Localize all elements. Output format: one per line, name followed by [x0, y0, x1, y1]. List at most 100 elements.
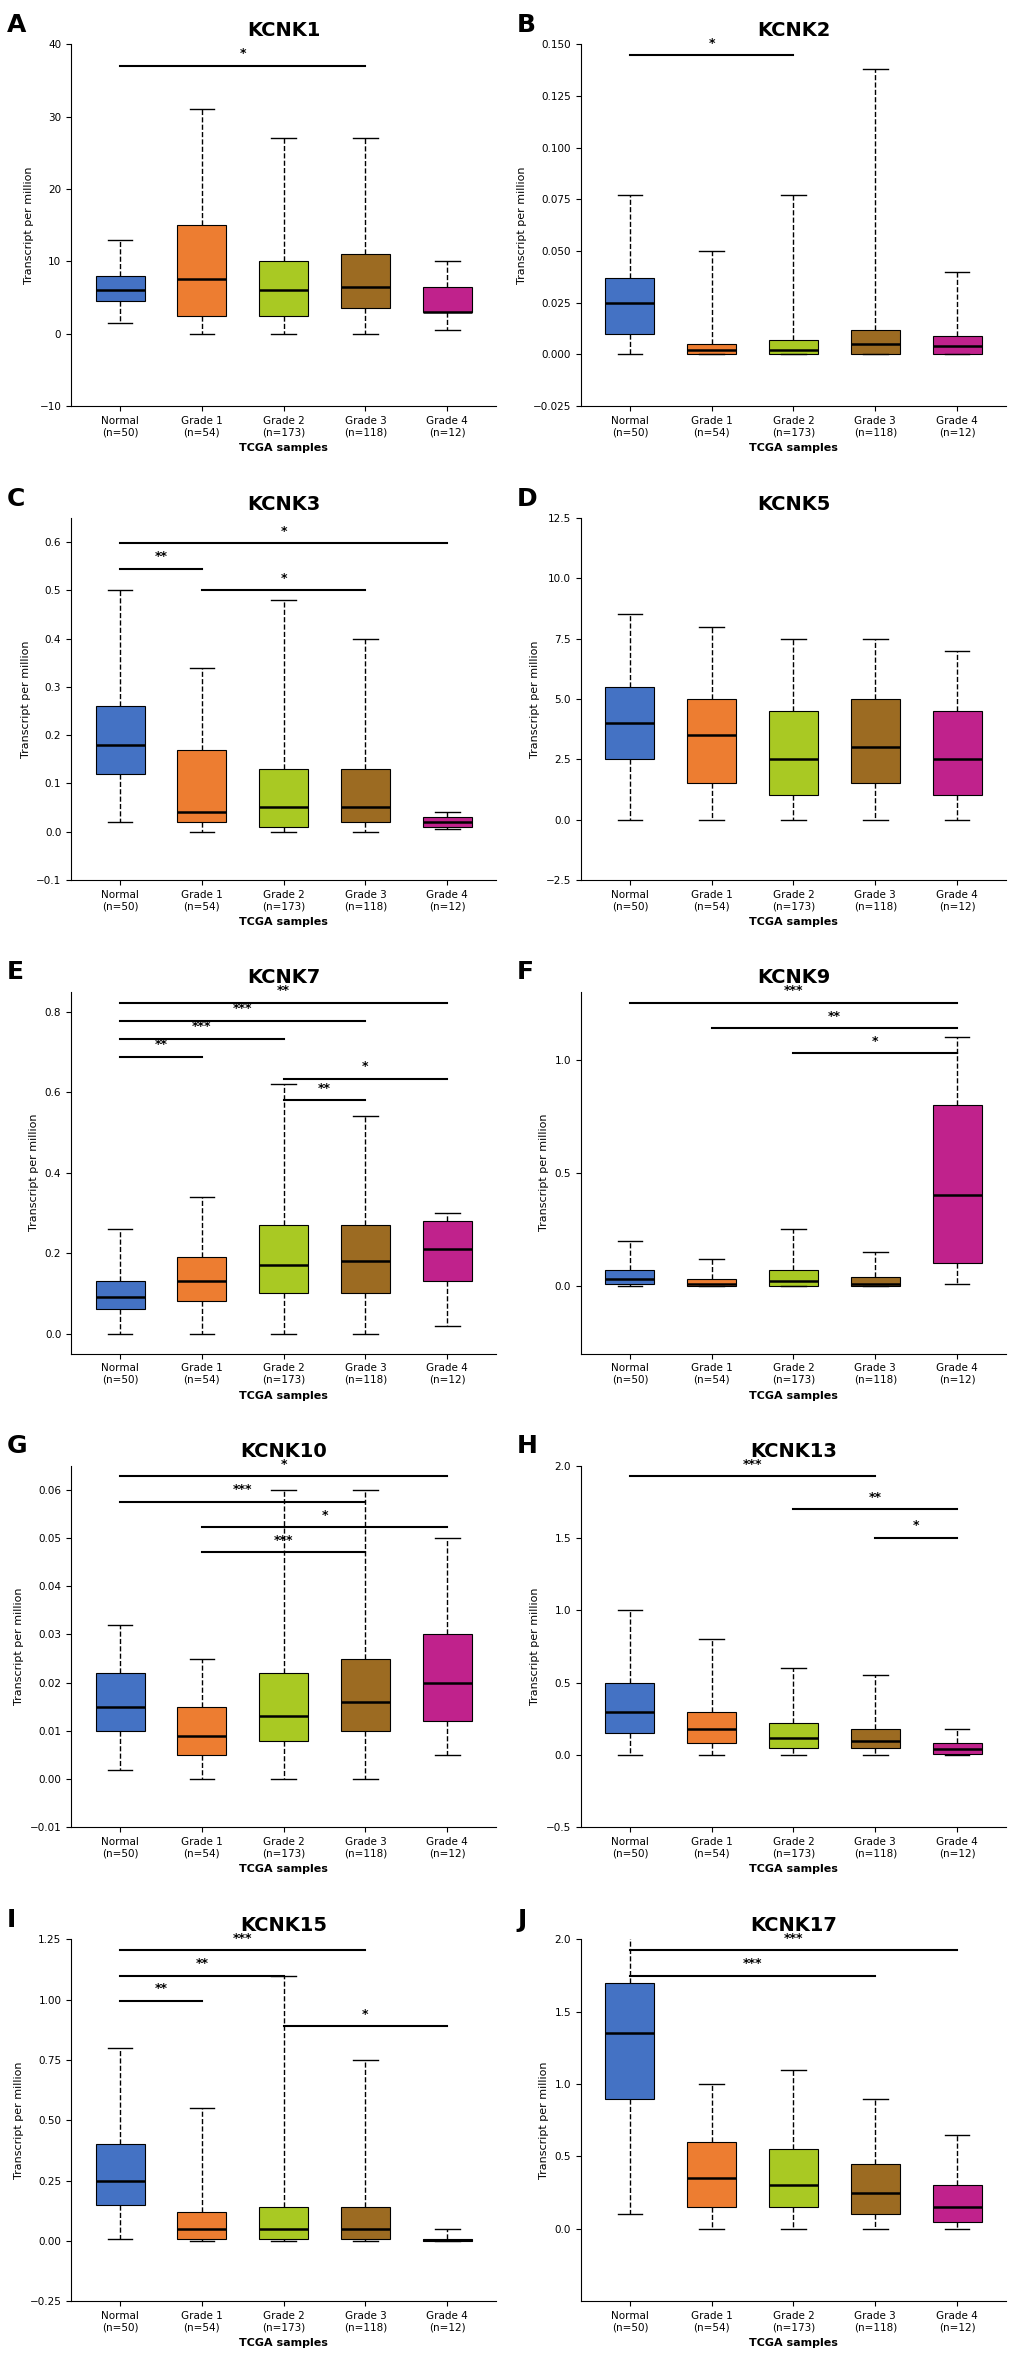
Text: ***: *** [742, 1457, 761, 1472]
Title: KCNK5: KCNK5 [756, 494, 829, 513]
PathPatch shape [422, 286, 472, 312]
Text: *: * [321, 1509, 327, 1521]
PathPatch shape [259, 1672, 308, 1741]
PathPatch shape [422, 817, 472, 827]
X-axis label: TCGA samples: TCGA samples [748, 916, 837, 926]
PathPatch shape [96, 706, 145, 775]
PathPatch shape [340, 2206, 389, 2239]
PathPatch shape [768, 711, 817, 796]
X-axis label: TCGA samples: TCGA samples [748, 444, 837, 454]
Title: KCNK9: KCNK9 [756, 968, 829, 987]
Text: *: * [362, 1061, 368, 1072]
Text: ***: *** [783, 985, 802, 997]
Text: **: ** [154, 1039, 167, 1051]
PathPatch shape [96, 276, 145, 300]
X-axis label: TCGA samples: TCGA samples [239, 444, 328, 454]
PathPatch shape [687, 699, 736, 784]
Y-axis label: Transcript per million: Transcript per million [538, 2062, 548, 2180]
PathPatch shape [177, 1708, 226, 1755]
Text: **: ** [277, 985, 289, 997]
Text: B: B [517, 12, 536, 38]
Text: E: E [7, 961, 24, 985]
PathPatch shape [259, 262, 308, 317]
PathPatch shape [931, 711, 980, 796]
PathPatch shape [340, 1226, 389, 1294]
Text: C: C [7, 487, 25, 510]
PathPatch shape [604, 279, 654, 333]
PathPatch shape [259, 770, 308, 827]
Text: *: * [280, 572, 286, 586]
PathPatch shape [177, 2211, 226, 2239]
Title: KCNK7: KCNK7 [247, 968, 320, 987]
Text: G: G [7, 1434, 28, 1457]
Title: KCNK2: KCNK2 [756, 21, 829, 40]
PathPatch shape [422, 2239, 472, 2242]
Title: KCNK1: KCNK1 [247, 21, 320, 40]
PathPatch shape [340, 1658, 389, 1731]
PathPatch shape [850, 2164, 899, 2213]
PathPatch shape [604, 1271, 654, 1283]
PathPatch shape [259, 1226, 308, 1294]
Text: ***: *** [232, 1932, 253, 1944]
PathPatch shape [850, 1729, 899, 1748]
PathPatch shape [687, 345, 736, 354]
Text: *: * [871, 1035, 877, 1049]
PathPatch shape [687, 1712, 736, 1743]
Text: **: ** [154, 1982, 167, 1996]
Text: H: H [517, 1434, 537, 1457]
X-axis label: TCGA samples: TCGA samples [239, 1864, 328, 1875]
Y-axis label: Transcript per million: Transcript per million [23, 165, 34, 283]
Y-axis label: Transcript per million: Transcript per million [30, 1115, 39, 1231]
PathPatch shape [687, 1278, 736, 1285]
PathPatch shape [850, 331, 899, 354]
Title: KCNK17: KCNK17 [749, 1916, 836, 1934]
PathPatch shape [340, 255, 389, 309]
PathPatch shape [604, 1682, 654, 1734]
Y-axis label: Transcript per million: Transcript per million [538, 1115, 548, 1231]
PathPatch shape [931, 335, 980, 354]
PathPatch shape [931, 1743, 980, 1753]
Title: KCNK13: KCNK13 [749, 1443, 836, 1462]
Text: **: ** [868, 1490, 880, 1505]
Text: J: J [517, 1908, 526, 1932]
Text: *: * [912, 1519, 918, 1533]
Text: ***: *** [192, 1020, 212, 1032]
PathPatch shape [177, 1257, 226, 1301]
Text: I: I [7, 1908, 16, 1932]
Text: **: ** [154, 550, 167, 562]
Text: *: * [280, 1457, 286, 1472]
Text: *: * [239, 47, 246, 61]
PathPatch shape [768, 2149, 817, 2206]
Title: KCNK3: KCNK3 [247, 494, 320, 513]
PathPatch shape [177, 749, 226, 822]
Text: ***: *** [274, 1533, 293, 1547]
PathPatch shape [340, 770, 389, 822]
PathPatch shape [177, 224, 226, 317]
Text: *: * [280, 524, 286, 539]
Y-axis label: Transcript per million: Transcript per million [530, 640, 540, 758]
X-axis label: TCGA samples: TCGA samples [239, 1391, 328, 1401]
Text: ***: *** [742, 1958, 761, 1970]
Y-axis label: Transcript per million: Transcript per million [14, 2062, 23, 2180]
PathPatch shape [768, 1271, 817, 1285]
PathPatch shape [850, 699, 899, 784]
Text: **: ** [318, 1082, 331, 1096]
Title: KCNK10: KCNK10 [240, 1443, 327, 1462]
PathPatch shape [768, 1724, 817, 1748]
Y-axis label: Transcript per million: Transcript per million [20, 640, 31, 758]
PathPatch shape [768, 340, 817, 354]
Text: D: D [517, 487, 537, 510]
X-axis label: TCGA samples: TCGA samples [748, 1391, 837, 1401]
PathPatch shape [931, 1105, 980, 1264]
X-axis label: TCGA samples: TCGA samples [239, 2338, 328, 2348]
Text: ***: *** [783, 1932, 802, 1944]
Text: *: * [362, 2008, 368, 2022]
Text: A: A [7, 12, 26, 38]
Text: **: ** [827, 1009, 840, 1023]
PathPatch shape [96, 2145, 145, 2204]
Text: *: * [708, 35, 714, 50]
PathPatch shape [422, 1635, 472, 1722]
Text: ***: *** [232, 1483, 253, 1495]
Text: ***: *** [232, 1001, 253, 1016]
X-axis label: TCGA samples: TCGA samples [748, 2338, 837, 2348]
